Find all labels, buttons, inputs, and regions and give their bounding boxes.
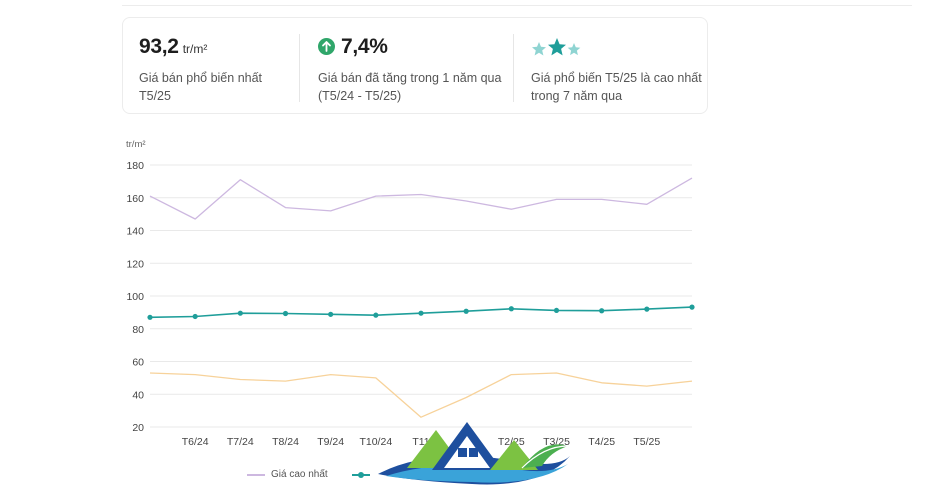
y-tick-label: 80 bbox=[132, 324, 144, 336]
x-tick-label: T10/24 bbox=[359, 436, 392, 448]
series-point-1 bbox=[237, 310, 243, 316]
stat-price-change-headline: 7,4% bbox=[318, 35, 388, 59]
y-tick-label: 160 bbox=[126, 193, 144, 205]
stat-price-change: 7,4% Giá bán đã tăng trong 1 năm qua (T5… bbox=[299, 34, 532, 103]
legend-item-high[interactable]: Giá cao nhất bbox=[247, 469, 328, 480]
x-tick-label: T2/25 bbox=[498, 436, 525, 448]
stat-value: 93,2 bbox=[139, 35, 179, 58]
stat-unit: tr/m² bbox=[182, 42, 208, 56]
legend-label-high: Giá cao nhất bbox=[271, 469, 328, 480]
x-tick-label: T6/24 bbox=[182, 436, 209, 448]
legend-swatch-high bbox=[247, 473, 265, 476]
legend-item-common[interactable] bbox=[351, 471, 376, 478]
y-tick-label: 180 bbox=[126, 160, 144, 172]
stat-description: Giá phổ biến T5/25 là cao nhất trong 7 n… bbox=[531, 71, 702, 103]
stat-description: Giá bán đã tăng trong 1 năm qua (T5/24 -… bbox=[318, 71, 502, 103]
stat-common-price-headline: 93,2 tr/m² bbox=[139, 35, 207, 59]
series-point-1 bbox=[553, 307, 560, 314]
y-tick-label: 140 bbox=[126, 226, 144, 238]
x-tick-label: T4/25 bbox=[588, 436, 615, 448]
stars-icon bbox=[531, 37, 583, 59]
series-line-2 bbox=[149, 372, 693, 418]
series-point-1 bbox=[599, 308, 605, 314]
series-point-1 bbox=[508, 306, 514, 312]
series-point-1 bbox=[192, 313, 198, 320]
stat-value: 7,4% bbox=[341, 35, 388, 58]
series-point-1 bbox=[147, 314, 153, 320]
stat-price-record: Giá phổ biến T5/25 là cao nhất trong 7 n… bbox=[513, 34, 721, 103]
top-divider bbox=[122, 5, 912, 6]
series-point-1 bbox=[463, 308, 469, 314]
y-axis-unit-label: tr/m² bbox=[126, 139, 146, 150]
series-point-1 bbox=[373, 312, 379, 318]
stat-description: Giá bán phổ biến nhất T5/25 bbox=[139, 71, 263, 103]
chart-legend: Giá cao nhất bbox=[247, 469, 400, 480]
watermark-logo bbox=[372, 418, 572, 487]
stat-common-price: 93,2 tr/m² Giá bán phổ biến nhất T5/25 bbox=[139, 18, 299, 113]
y-tick-label: 60 bbox=[132, 357, 144, 369]
y-tick-label: 40 bbox=[132, 389, 144, 401]
series-point-1 bbox=[689, 304, 695, 310]
arrow-up-circle-icon bbox=[318, 38, 335, 55]
series-point-1 bbox=[282, 310, 289, 317]
x-tick-label: T8/24 bbox=[272, 436, 299, 448]
series-point-1 bbox=[644, 306, 650, 312]
x-tick-label: T7/24 bbox=[227, 436, 254, 448]
series-point-1 bbox=[418, 310, 424, 316]
series-line-0 bbox=[149, 177, 693, 220]
y-tick-label: 120 bbox=[126, 258, 144, 270]
price-stats-card: 93,2 tr/m² Giá bán phổ biến nhất T5/25 7… bbox=[122, 17, 708, 114]
y-tick-label: 100 bbox=[126, 291, 144, 303]
series-point-1 bbox=[328, 311, 334, 317]
x-tick-label: T5/25 bbox=[633, 436, 660, 448]
y-tick-label: 20 bbox=[132, 422, 144, 434]
legend-swatch-common bbox=[351, 471, 370, 478]
x-tick-label: T9/24 bbox=[317, 436, 344, 448]
